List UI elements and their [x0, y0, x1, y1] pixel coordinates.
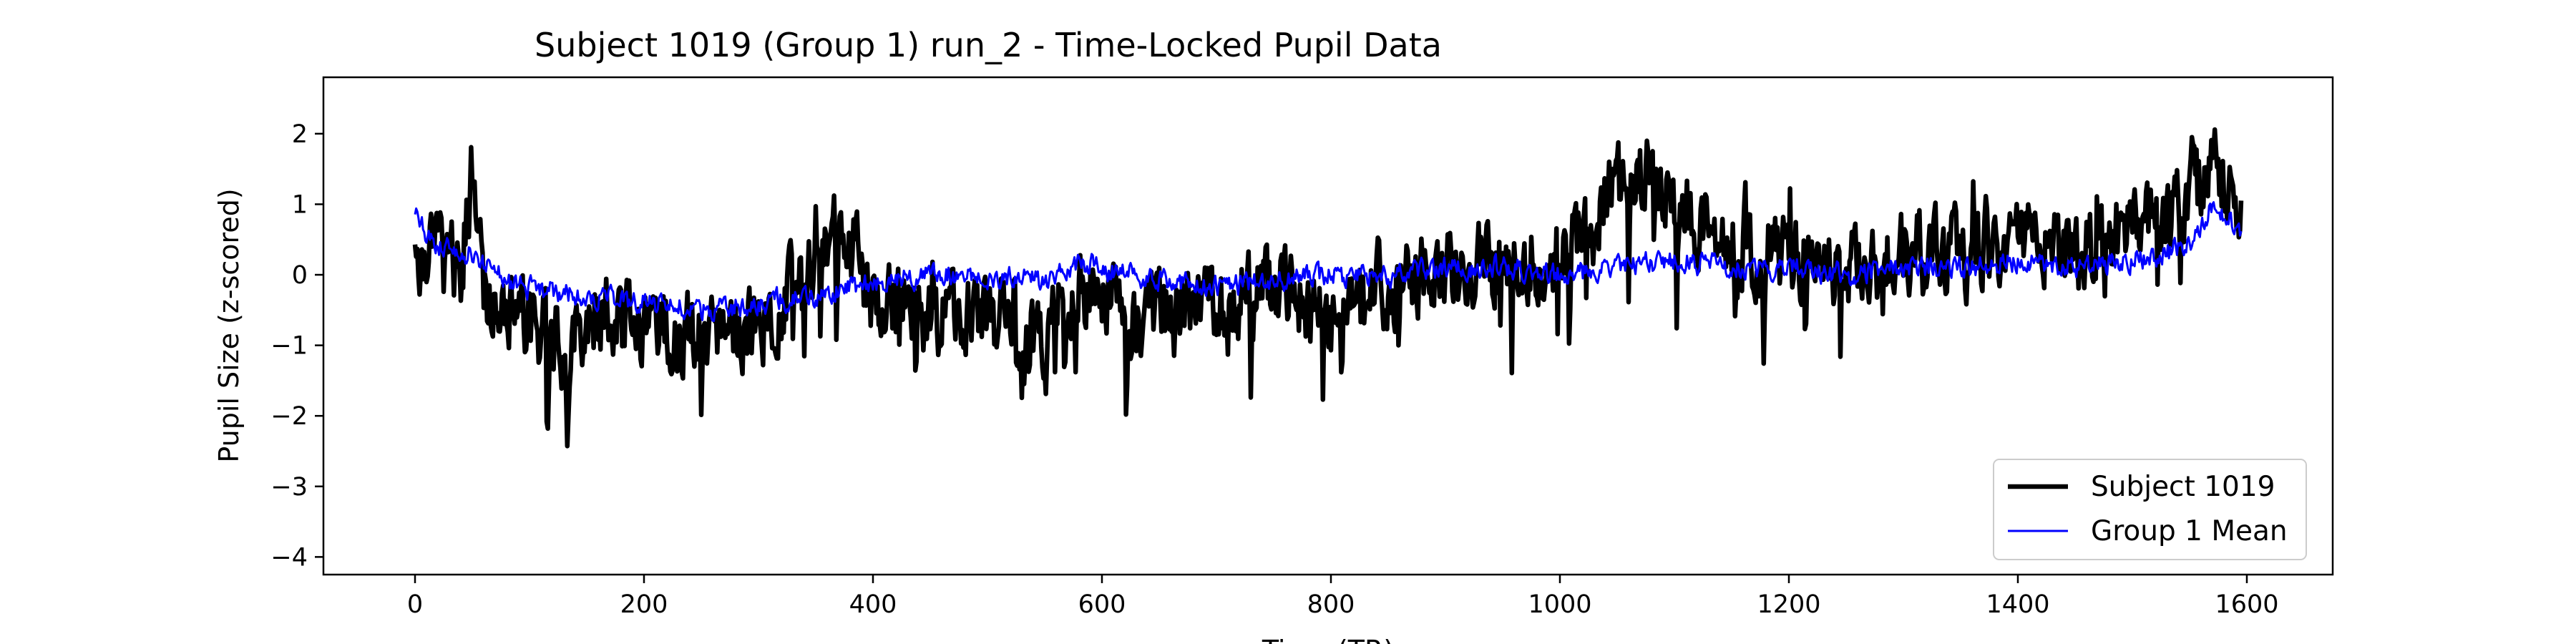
x-tick-label: 200	[620, 590, 668, 619]
x-axis: 0 200 400 600 800 1000 1200 1400 1600	[407, 575, 2279, 619]
y-tick-label: 2	[292, 120, 308, 149]
legend: Subject 1019 Group 1 Mean	[1993, 459, 2307, 560]
x-tick-label: 1400	[1986, 590, 2049, 619]
series-line-group-1-mean	[414, 201, 2243, 323]
x-tick-label: 600	[1078, 590, 1126, 619]
series-line-subject-1019	[412, 127, 2244, 449]
x-tick-label: 1200	[1757, 590, 1820, 619]
x-tick-label: 1600	[2215, 590, 2278, 619]
y-tick-label: 1	[292, 190, 308, 219]
series-layer	[412, 127, 2244, 449]
x-tick-label: 0	[407, 590, 423, 619]
plot-frame	[322, 76, 2334, 576]
x-tick-label: 400	[849, 590, 897, 619]
y-axis: −4 −3 −2 −1 0 1 2	[270, 120, 323, 572]
y-tick-label: −3	[270, 473, 308, 502]
y-tick-label: 0	[292, 261, 308, 290]
y-tick-label: −4	[270, 543, 308, 572]
y-tick-label: −1	[270, 332, 308, 361]
legend-label-group-mean: Group 1 Mean	[2091, 515, 2288, 547]
x-tick-label: 800	[1307, 590, 1355, 619]
plot-area	[322, 76, 2334, 576]
x-tick-label: 1000	[1528, 590, 1591, 619]
y-tick-label: −2	[270, 402, 308, 431]
x-axis-label: Time (TR)	[1262, 635, 1394, 644]
chart-title: Subject 1019 (Group 1) run_2 - Time-Lock…	[535, 26, 1442, 64]
y-axis-label: Pupil Size (z-scored)	[213, 188, 245, 462]
legend-label-subject: Subject 1019	[2091, 471, 2275, 503]
legend-box	[1993, 459, 2307, 560]
